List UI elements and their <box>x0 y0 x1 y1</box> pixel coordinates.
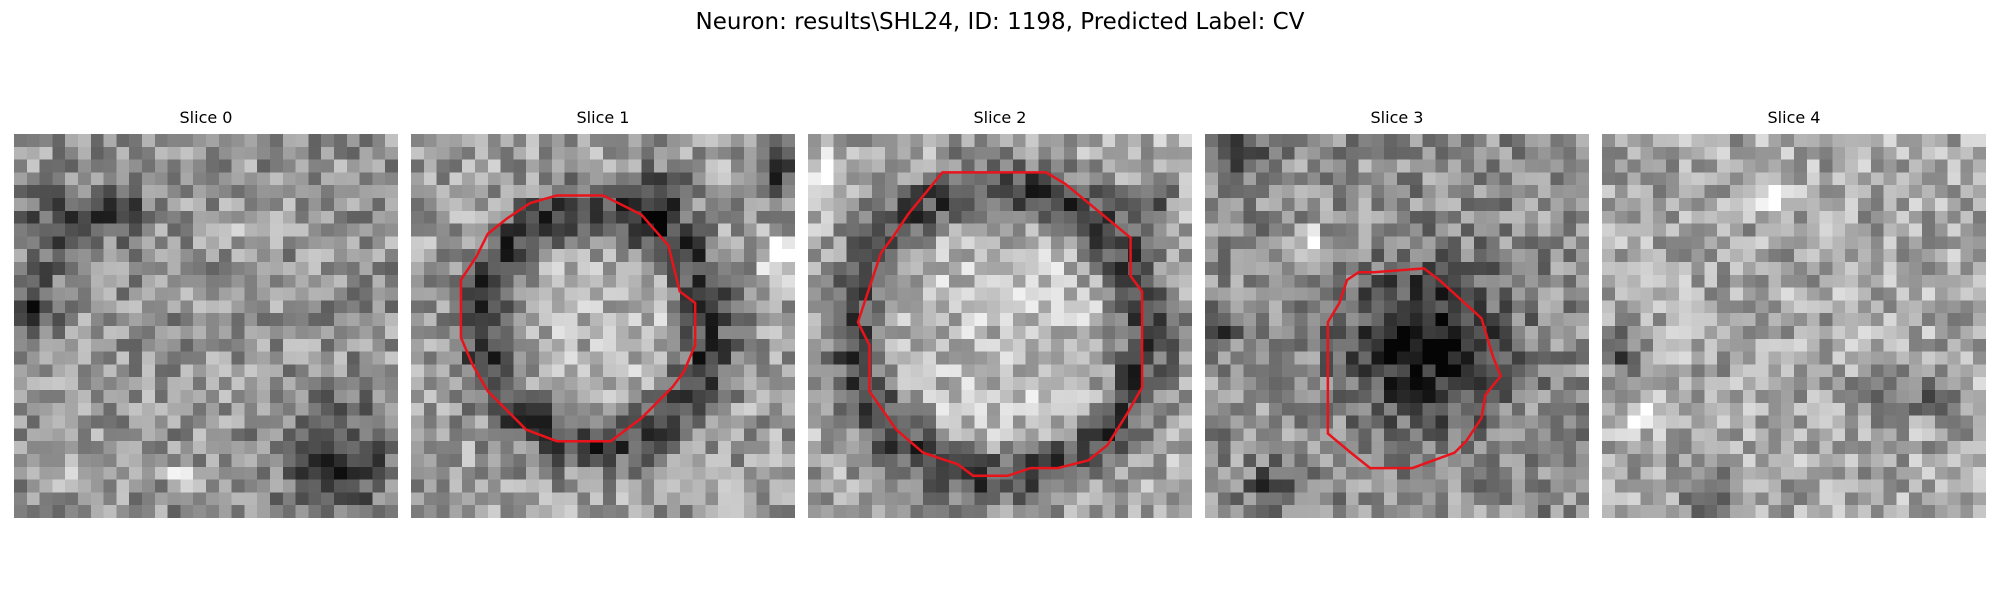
segmentation-contour <box>808 134 1192 518</box>
slice-title: Slice 0 <box>179 108 233 127</box>
segmentation-contour <box>1205 134 1589 518</box>
figure-title: Neuron: results\SHL24, ID: 1198, Predict… <box>695 9 1305 35</box>
slice-title: Slice 3 <box>1370 108 1424 127</box>
slice-panel-2: Slice 2 <box>808 108 1192 128</box>
slice-panel-3: Slice 3 <box>1205 108 1589 128</box>
slice-image <box>14 134 398 518</box>
slice-title: Slice 2 <box>973 108 1027 127</box>
slice-image <box>1205 134 1589 518</box>
slice-image <box>411 134 795 518</box>
slice-panel-0: Slice 0 <box>14 108 398 518</box>
slice-panel-4: Slice 4 <box>1602 108 1986 518</box>
slice-image <box>1602 134 1986 518</box>
segmentation-contour <box>411 134 795 518</box>
slice-title: Slice 1 <box>576 108 630 127</box>
slice-image <box>808 134 1192 518</box>
slice-panel-1: Slice 1 <box>411 108 795 128</box>
slice-title: Slice 4 <box>1767 108 1821 127</box>
